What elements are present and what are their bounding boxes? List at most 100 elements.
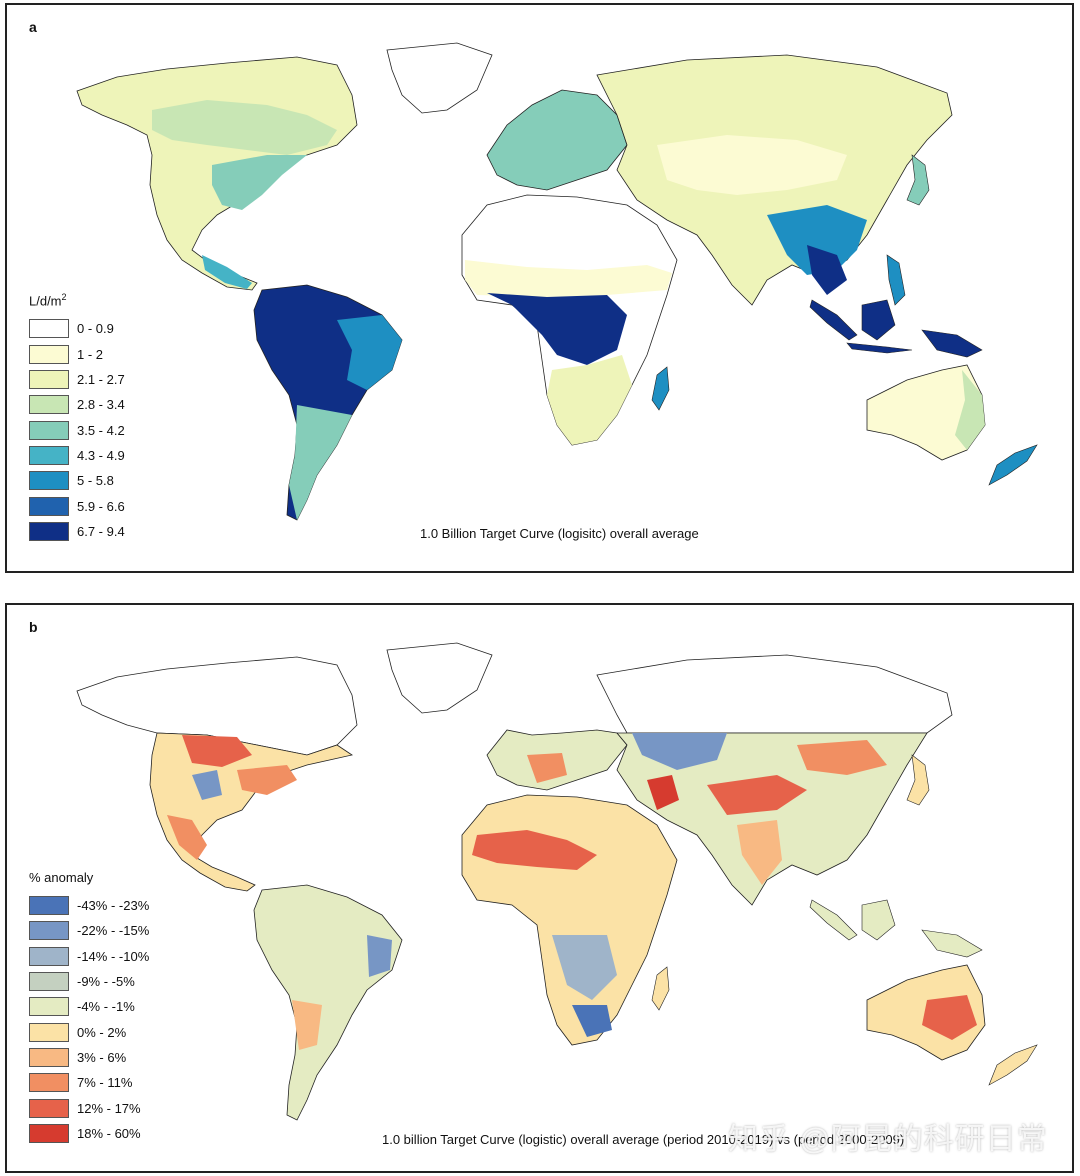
legend-b-swatch bbox=[29, 896, 69, 916]
legend-title-b: % anomaly bbox=[29, 870, 94, 885]
legend-a-row: 4.3 - 4.9 bbox=[29, 443, 125, 468]
legend-a-swatch bbox=[29, 420, 69, 440]
legend-title-a: L/d/m2 bbox=[29, 292, 125, 308]
europe-warm bbox=[527, 753, 567, 783]
europe bbox=[486, 89, 628, 191]
map-caption-b: 1.0 billion Target Curve (logistic) over… bbox=[382, 1132, 905, 1147]
africa-cool bbox=[552, 935, 617, 1000]
sahara-hot bbox=[472, 830, 597, 870]
borneo-b bbox=[861, 899, 896, 941]
new-guinea bbox=[921, 329, 983, 358]
legend-b-row: -9% - -5% bbox=[29, 969, 149, 994]
legend-a-swatch bbox=[29, 344, 69, 364]
legend-b-label: 3% - 6% bbox=[77, 1049, 127, 1065]
legend-b-row: 12% - 17% bbox=[29, 1095, 149, 1120]
legend-a-label: 3.5 - 4.2 bbox=[77, 422, 125, 438]
legend-title-a-sup: 2 bbox=[61, 292, 67, 302]
siberia-cool bbox=[632, 733, 727, 770]
asia-b bbox=[616, 732, 928, 906]
borneo bbox=[861, 299, 896, 341]
legend-b-row: 3% - 6% bbox=[29, 1045, 149, 1070]
legend-a-row: 3.5 - 4.2 bbox=[29, 418, 125, 443]
legend-b-label: -43% - -23% bbox=[77, 898, 150, 914]
legend-b-row: 18% - 60% bbox=[29, 1121, 149, 1146]
southern-africa-cool bbox=[572, 1005, 612, 1037]
indochina bbox=[807, 245, 847, 295]
na-boreal-band bbox=[152, 100, 337, 155]
madagascar-b bbox=[651, 966, 670, 1011]
panel-label-a: a bbox=[29, 19, 37, 35]
africa-b bbox=[461, 794, 678, 1046]
legend-a-row: 5.9 - 6.6 bbox=[29, 493, 125, 518]
new-zealand-b bbox=[988, 1044, 1038, 1086]
legend-a-label: 0 - 0.9 bbox=[77, 321, 114, 337]
legend-b-label: 0% - 2% bbox=[77, 1024, 127, 1040]
legend-b-swatch bbox=[29, 1073, 69, 1093]
legend-a-swatch bbox=[29, 395, 69, 415]
greenland bbox=[386, 42, 493, 114]
philippines bbox=[886, 254, 906, 306]
legend-b-swatch bbox=[29, 1022, 69, 1042]
australia-east bbox=[955, 370, 985, 450]
legend-a-row: 5 - 5.8 bbox=[29, 468, 125, 493]
mexico-b bbox=[167, 815, 207, 860]
na-cool-spot bbox=[192, 770, 222, 800]
legend-b-row: -43% - -23% bbox=[29, 893, 149, 918]
legend-a-swatch bbox=[29, 319, 69, 339]
na-east-band bbox=[212, 155, 307, 210]
legend-a-label: 4.3 - 4.9 bbox=[77, 447, 125, 463]
south-america-b bbox=[253, 884, 403, 1121]
legend-b-row: 0% - 2% bbox=[29, 1019, 149, 1044]
legend-b-label: -9% - -5% bbox=[77, 974, 135, 990]
legend-a-row: 0 - 0.9 bbox=[29, 316, 125, 341]
world-map-a bbox=[76, 42, 1038, 521]
legend-a-row: 1 - 2 bbox=[29, 342, 125, 367]
legend-a-swatch bbox=[29, 445, 69, 465]
legend-b-label: -14% - -10% bbox=[77, 948, 150, 964]
central-america bbox=[202, 255, 252, 289]
asia-desert bbox=[657, 135, 847, 195]
panel-label-b: b bbox=[29, 619, 38, 635]
legend-b-row: 7% - 11% bbox=[29, 1070, 149, 1095]
legend-a-row: 6.7 - 9.4 bbox=[29, 519, 125, 544]
legend-b-label: -22% - -15% bbox=[77, 923, 150, 939]
greenland-b bbox=[386, 642, 493, 714]
legend-b: % anomaly -43% - -23% -22% - -15% -14% - -… bbox=[29, 870, 149, 1146]
legend-title-a-text: L/d/m bbox=[29, 293, 62, 309]
legend-b-label: -4% - -1% bbox=[77, 999, 135, 1015]
legend-a-row: 2.1 - 2.7 bbox=[29, 367, 125, 392]
legend-a: L/d/m2 0 - 0.9 1 - 2 2.1 - 2.7 2.8 - 3.4 3.5… bbox=[29, 292, 125, 544]
legend-b-row: -14% - -10% bbox=[29, 944, 149, 969]
na-hot-spot-2 bbox=[237, 765, 297, 795]
legend-a-label: 1 - 2 bbox=[77, 346, 104, 362]
legend-b-swatch bbox=[29, 972, 69, 992]
sumatra bbox=[809, 299, 858, 341]
legend-b-label: 18% - 60% bbox=[77, 1125, 141, 1141]
legend-a-label: 2.8 - 3.4 bbox=[77, 397, 125, 413]
middle-east-hot bbox=[647, 775, 679, 810]
legend-b-label: 7% - 11% bbox=[77, 1075, 133, 1091]
legend-b-label: 12% - 17% bbox=[77, 1100, 141, 1116]
legend-a-swatch bbox=[29, 521, 69, 541]
sa-east-band bbox=[337, 315, 402, 390]
africa-congo bbox=[487, 293, 627, 365]
legend-b-swatch bbox=[29, 921, 69, 941]
legend-a-label: 2.1 - 2.7 bbox=[77, 372, 125, 388]
africa-south bbox=[547, 355, 632, 445]
legend-b-swatch bbox=[29, 997, 69, 1017]
central-asia-hot bbox=[707, 775, 807, 815]
mongolia-hot bbox=[797, 740, 887, 775]
map-caption-a: 1.0 Billion Target Curve (logisitc) over… bbox=[420, 526, 699, 541]
legend-b-swatch bbox=[29, 1123, 69, 1143]
sa-south-band bbox=[289, 405, 352, 520]
map-panel-b: b % anomaly -43% - -23% -22% - -15% -14% -… bbox=[5, 603, 1074, 1173]
asia-south-east bbox=[767, 205, 867, 275]
legend-a-swatch bbox=[29, 370, 69, 390]
legend-a-swatch bbox=[29, 496, 69, 516]
legend-b-row: -4% - -1% bbox=[29, 994, 149, 1019]
africa-sahel-band bbox=[465, 260, 672, 297]
legend-b-swatch bbox=[29, 1098, 69, 1118]
asia-north-outline bbox=[596, 654, 953, 734]
legend-b-row: -22% - -15% bbox=[29, 918, 149, 943]
japan bbox=[906, 154, 930, 206]
